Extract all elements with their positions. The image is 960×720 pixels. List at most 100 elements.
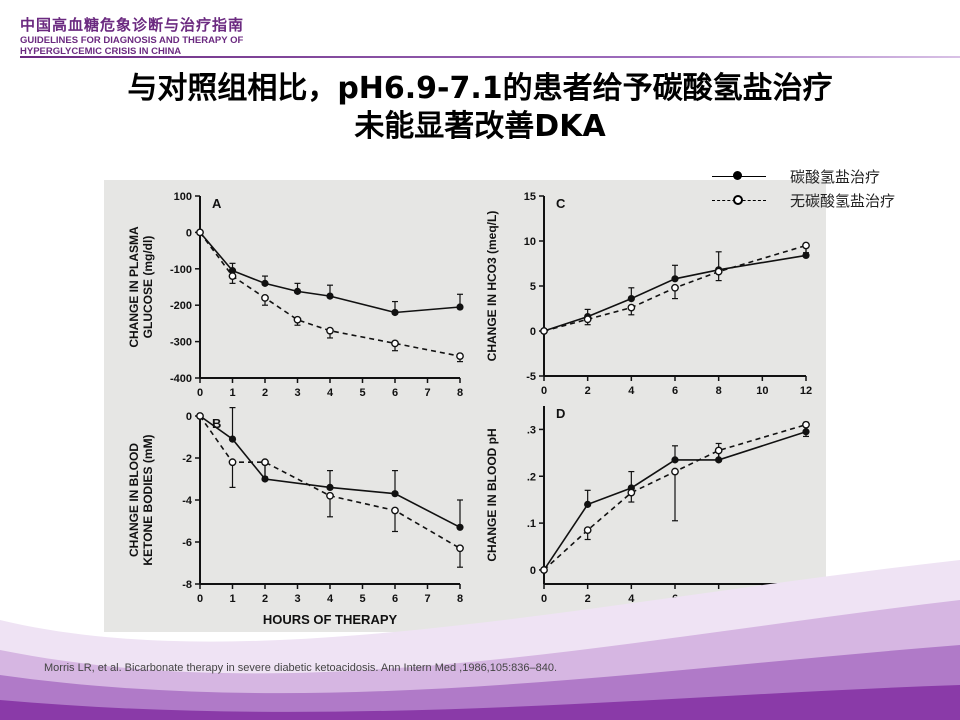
panel-b-letter: B — [212, 416, 221, 431]
panel-c-ytick-label: 5 — [530, 281, 536, 293]
decorative-wave — [0, 560, 960, 720]
panel-a-xtick-label: 4 — [327, 387, 334, 399]
panel-c-ytick-label: 0 — [530, 326, 536, 338]
panel-c-xtick-label: 2 — [585, 385, 591, 397]
panel-d-xtick-label: 2 — [585, 593, 591, 605]
panel-b-point-open — [228, 458, 237, 467]
panel-a-ytick-label: -200 — [170, 300, 192, 312]
panel-b-point-filled — [391, 490, 399, 498]
guideline-header: 中国高血糖危象诊断与治疗指南 GUIDELINES FOR DIAGNOSIS … — [20, 14, 244, 57]
panel-d-point-open — [627, 488, 636, 497]
panel-b-xtick-label: 1 — [229, 593, 235, 605]
panel-d-point-open — [540, 566, 548, 574]
panel-b-point-open — [261, 458, 269, 467]
panel-a-series-filled-line — [199, 231, 461, 314]
panel-d-point-open — [802, 420, 810, 429]
panel-d-ytick-label: 0 — [530, 565, 536, 577]
panel-a-point-filled — [456, 303, 464, 311]
panel-b-ytick-label: -8 — [182, 579, 192, 591]
legend-label-no-bicarb: 无碳酸氢盐治疗 — [790, 192, 896, 210]
panel-c-letter: C — [556, 196, 566, 211]
panel-b-xtick-label: 4 — [327, 593, 334, 605]
panel-a-xtick-label: 2 — [262, 387, 268, 399]
panel-d-point-open — [583, 526, 592, 535]
panel-b-xtick-label: 7 — [424, 593, 430, 605]
guideline-title-cn: 中国高血糖危象诊断与治疗指南 — [20, 16, 245, 34]
slide-title: 与对照组相比，pH6.9-7.1的患者给予碳酸氢盐治疗 未能显著改善DKA — [0, 70, 960, 146]
panel-d-point-open — [671, 467, 679, 476]
panel-c-point-open — [627, 303, 636, 312]
panel-c-point-open — [540, 327, 548, 335]
citation: Morris LR, et al. Bicarbonate therapy in… — [44, 662, 558, 674]
panel-b-point-open — [326, 491, 334, 500]
panel-a-xtick-label: 3 — [294, 387, 300, 399]
panel-c-xtick-label: 8 — [716, 385, 722, 397]
panel-c-point-filled — [802, 251, 810, 259]
panel-a-ytick-label: -100 — [170, 264, 192, 276]
panel-c-point-filled — [671, 275, 679, 283]
panel-a-xtick-label: 0 — [197, 387, 203, 399]
panel-a-point-open — [456, 352, 464, 361]
panel-c-point-open — [802, 241, 810, 250]
legend-item-bicarb: 碳酸氢盐治疗 — [712, 166, 932, 186]
panel-a-point-open — [196, 228, 204, 237]
panel-d-ylabel: CHANGE IN BLOOD pH — [485, 428, 499, 561]
panel-b-ytick-label: -6 — [182, 537, 192, 549]
filled-circle-marker-icon — [733, 171, 742, 180]
panel-c-xtick-label: 10 — [756, 385, 768, 397]
panel-d-point-open — [714, 446, 723, 455]
slide-title-line1: 与对照组相比，pH6.9-7.1的患者给予碳酸氢盐治疗 — [127, 71, 833, 106]
panel-c-xtick-label: 6 — [672, 385, 678, 397]
panel-a-ytick-label: 100 — [174, 191, 192, 203]
panel-a-point-open — [228, 272, 237, 280]
panel-c-point-open — [583, 315, 592, 324]
panel-b-ytick-label: -4 — [182, 495, 193, 507]
chart-legend: 碳酸氢盐治疗 无碳酸氢盐治疗 — [712, 166, 932, 214]
panel-a-point-filled — [228, 267, 237, 275]
panel-a-xtick-label: 1 — [229, 387, 235, 399]
panel-a-ylabel-line2: GLUCOSE (mg/dl) — [141, 236, 155, 339]
panel-b-xtick-label: 5 — [359, 593, 365, 605]
panel-b-series-filled-line — [199, 415, 461, 529]
open-circle-marker-icon — [733, 195, 743, 205]
panel-b-point-filled — [228, 435, 237, 443]
panel-c-series-open-line — [543, 244, 807, 332]
panel-c-xtick-label: 0 — [541, 385, 547, 397]
panel-a-point-open — [326, 326, 334, 335]
panel-a-point-filled — [261, 279, 269, 287]
panel-a-point-open — [293, 315, 302, 324]
panel-b-ytick-label: -2 — [182, 453, 192, 465]
panel-d-ytick-label: .1 — [527, 518, 536, 530]
panel-b-xtick-label: 3 — [294, 593, 300, 605]
panel-b-xlabel: HOURS OF THERAPY — [263, 612, 398, 627]
panel-c-xtick-label: 4 — [628, 385, 635, 397]
panel-c-ytick-label: 15 — [524, 191, 536, 203]
slide-title-line2: 未能显著改善DKA — [354, 109, 606, 144]
panel-d-letter: D — [556, 406, 565, 421]
panel-a-point-open — [391, 339, 399, 348]
panel-d-xtick-label: 4 — [628, 593, 635, 605]
panel-c-point-open — [671, 283, 679, 292]
guideline-title-en-line2: HYPERGLYCEMIC CRISIS IN CHINA — [20, 46, 182, 57]
panel-a-ytick-label: -400 — [170, 373, 192, 385]
panel-a-ytick-label: 0 — [186, 227, 192, 239]
panel-b-ytick-label: 0 — [186, 411, 192, 423]
panel-b-series-open-line — [199, 415, 461, 549]
panel-b-point-open — [456, 544, 464, 553]
panel-b-point-filled — [456, 523, 464, 531]
legend-label-bicarb: 碳酸氢盐治疗 — [790, 168, 881, 186]
panel-b-xtick-label: 2 — [262, 593, 268, 605]
panel-c-ylabel: CHANGE IN HCO3 (meq/L) — [485, 211, 499, 362]
panel-d-series-open-line — [543, 423, 807, 571]
panel-a-point-filled — [326, 292, 334, 300]
panel-a-xtick-label: 5 — [359, 387, 365, 399]
panel-c-point-filled — [627, 295, 635, 303]
panel-a-point-open — [261, 294, 269, 302]
panel-a-xtick-label: 7 — [424, 387, 430, 399]
panel-a-point-filled — [391, 308, 399, 317]
panel-d-ytick-label: .2 — [527, 471, 536, 483]
panel-a-ytick-label: -300 — [170, 337, 192, 349]
panel-c-point-open — [714, 267, 723, 276]
guideline-title-en-line1: GUIDELINES FOR DIAGNOSIS AND THERAPY OF — [20, 35, 244, 46]
